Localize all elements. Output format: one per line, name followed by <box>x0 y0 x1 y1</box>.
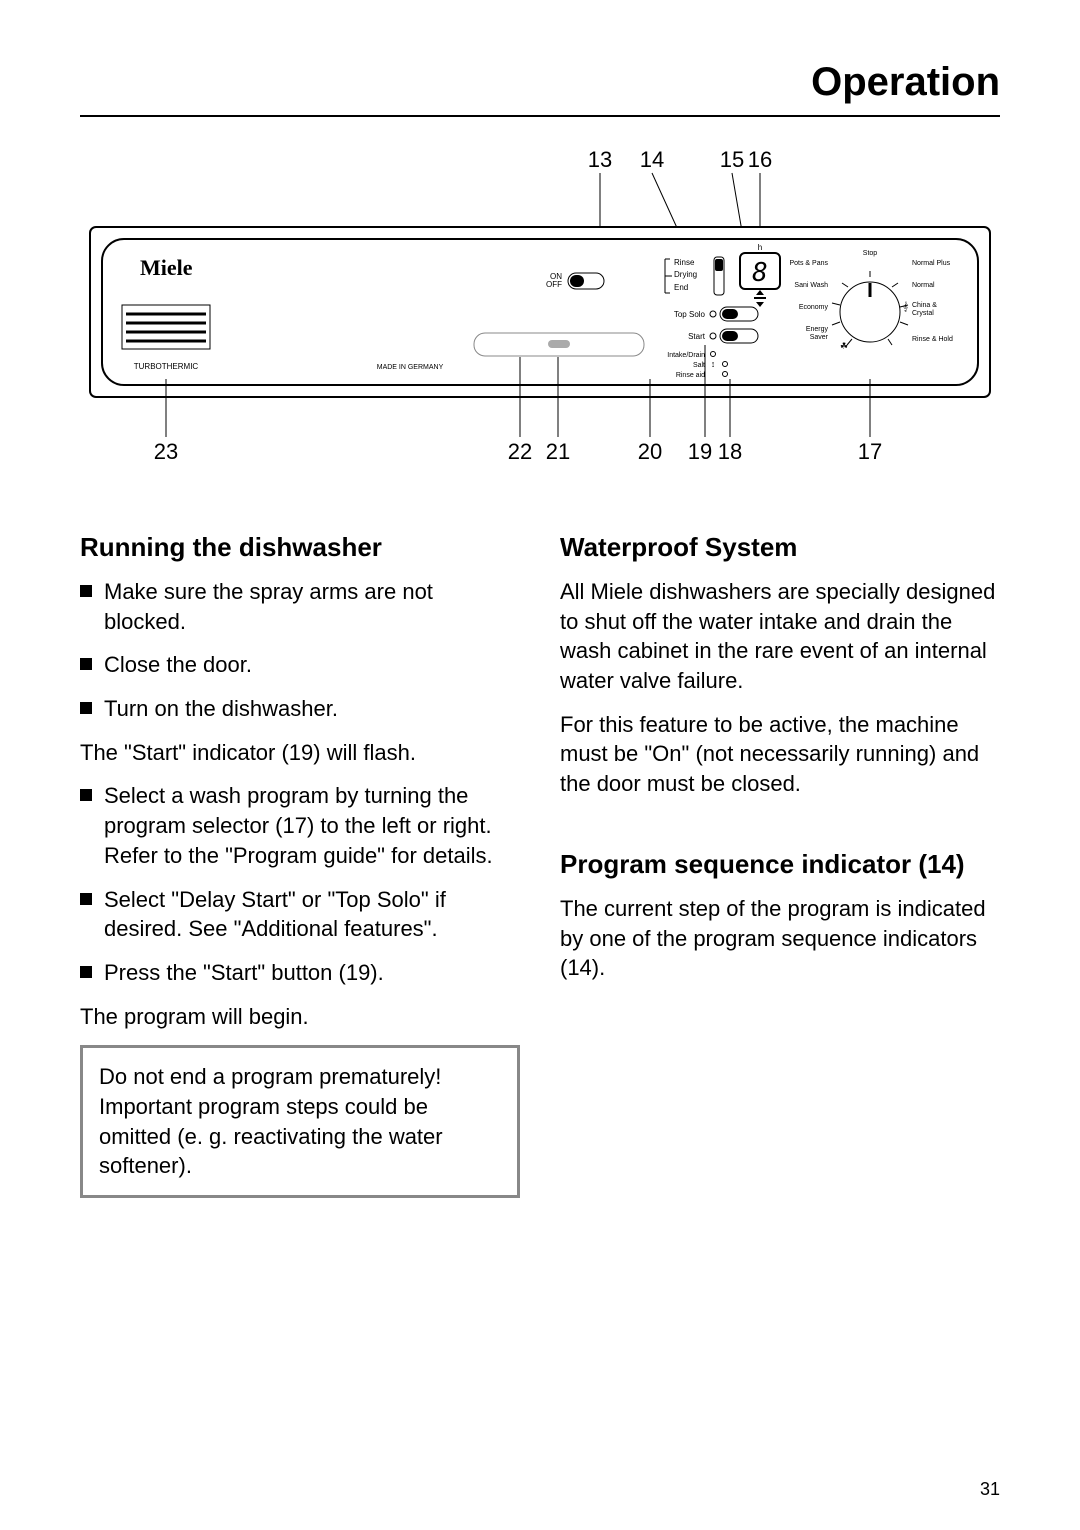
body-text: The "Start" indicator (19) will flash. <box>80 738 520 768</box>
bullet-item: Close the door. <box>80 650 520 680</box>
right-column: Waterproof System All Miele dishwashers a… <box>560 532 1000 1198</box>
callout-20: 20 <box>638 439 662 464</box>
svg-text:Rinse aid: Rinse aid <box>676 372 705 379</box>
svg-text:Crystal: Crystal <box>912 310 934 317</box>
digital-display: 8 <box>752 258 768 288</box>
svg-text:Rinse: Rinse <box>674 258 695 267</box>
svg-text:Normal Plus: Normal Plus <box>912 260 951 267</box>
svg-text:Drying: Drying <box>674 270 697 279</box>
bullet-item: Select "Delay Start" or "Top Solo" if de… <box>80 885 520 944</box>
svg-text:Rinse & Hold: Rinse & Hold <box>912 336 953 343</box>
svg-text:Salt: Salt <box>693 362 705 369</box>
svg-text:Pots & Pans: Pots & Pans <box>789 260 828 267</box>
callout-21: 21 <box>546 439 570 464</box>
svg-text:Saver: Saver <box>810 334 829 341</box>
callout-13: 13 <box>588 147 612 172</box>
svg-text:Sani Wash: Sani Wash <box>794 282 828 289</box>
svg-text:China &: China & <box>912 302 937 309</box>
svg-text:Normal: Normal <box>912 282 935 289</box>
page-number: 31 <box>980 1479 1000 1500</box>
control-panel-diagram: 13 14 15 16 Miele TURBOTHERMIC MADE IN G… <box>80 147 1000 492</box>
section-heading: Program sequence indicator (14) <box>560 849 1000 880</box>
svg-text:Energy: Energy <box>806 326 829 333</box>
made-in-label: MADE IN GERMANY <box>377 364 444 371</box>
brand-logo: Miele <box>140 255 193 280</box>
svg-text:⟟: ⟟ <box>712 362 715 369</box>
callout-17: 17 <box>858 439 882 464</box>
svg-text:h: h <box>758 243 762 252</box>
svg-text:End: End <box>674 283 688 292</box>
bullet-item: Make sure the spray arms are not blocked… <box>80 577 520 636</box>
bullet-item: Turn on the dishwasher. <box>80 694 520 724</box>
svg-text:Top Solo: Top Solo <box>674 310 706 319</box>
svg-text:☘: ☘ <box>840 341 848 351</box>
svg-text:𝄞: 𝄞 <box>903 301 908 312</box>
svg-text:Start: Start <box>688 332 706 341</box>
bullet-item: Select a wash program by turning the pro… <box>80 781 520 870</box>
section-heading: Waterproof System <box>560 532 1000 563</box>
svg-text:Intake/Drain: Intake/Drain <box>667 352 705 359</box>
body-text: The current step of the program is indic… <box>560 894 1000 983</box>
callout-15: 15 <box>720 147 744 172</box>
subbrand-label: TURBOTHERMIC <box>134 362 199 371</box>
callout-23: 23 <box>154 439 178 464</box>
svg-text:Economy: Economy <box>799 304 829 311</box>
page-title: Operation <box>80 60 1000 117</box>
callout-14: 14 <box>640 147 664 172</box>
callout-18: 18 <box>718 439 742 464</box>
callout-16: 16 <box>748 147 772 172</box>
callout-22: 22 <box>508 439 532 464</box>
warning-callout: Do not end a program prematurely! Import… <box>80 1045 520 1198</box>
callout-19: 19 <box>688 439 712 464</box>
body-text: All Miele dishwashers are specially desi… <box>560 577 1000 696</box>
running-heading: Running the dishwasher <box>80 532 520 563</box>
body-text: For this feature to be active, the machi… <box>560 710 1000 799</box>
body-text: The program will begin. <box>80 1002 520 1032</box>
bullet-item: Press the "Start" button (19). <box>80 958 520 988</box>
left-column: Running the dishwasher Make sure the spr… <box>80 532 520 1198</box>
panel-svg: 13 14 15 16 Miele TURBOTHERMIC MADE IN G… <box>80 147 1000 487</box>
svg-text:OFF: OFF <box>546 280 562 289</box>
svg-text:Stop: Stop <box>863 250 878 257</box>
